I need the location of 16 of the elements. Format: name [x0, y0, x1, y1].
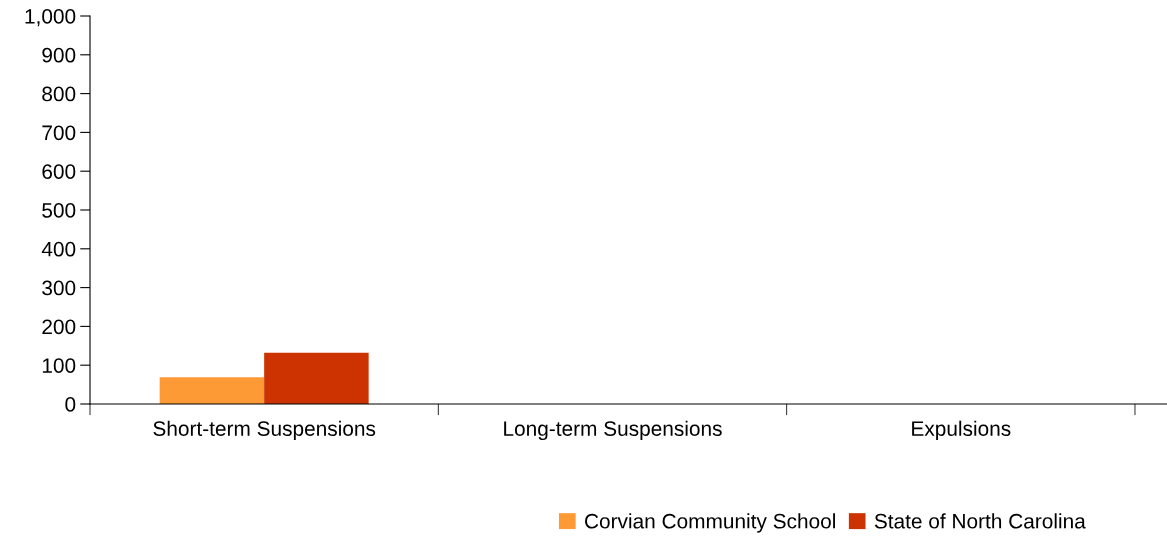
legend-label: State of North Carolina [874, 513, 1086, 529]
y-tick-label: 600 [42, 164, 76, 179]
y-tick-label: 0 [65, 397, 76, 412]
y-tick-label: 100 [42, 358, 76, 373]
y-tick-label: 200 [42, 319, 76, 335]
x-tick-label: Long-term Suspensions [504, 420, 722, 441]
legend-label: Corvian Community School [585, 513, 835, 533]
y-tick-label: 900 [42, 47, 76, 63]
y-tick-label: 300 [42, 280, 76, 296]
y-tick-label: 800 [42, 86, 76, 102]
y-tick-label: 400 [41, 241, 76, 257]
x-tick-label: Short-term Suspensions [153, 420, 376, 441]
y-tick-label: 700 [42, 125, 76, 141]
y-tick-label: 500 [42, 203, 76, 218]
x-tick-label: Expulsions [912, 420, 1011, 441]
y-tick-label: 1,000 [25, 9, 76, 27]
